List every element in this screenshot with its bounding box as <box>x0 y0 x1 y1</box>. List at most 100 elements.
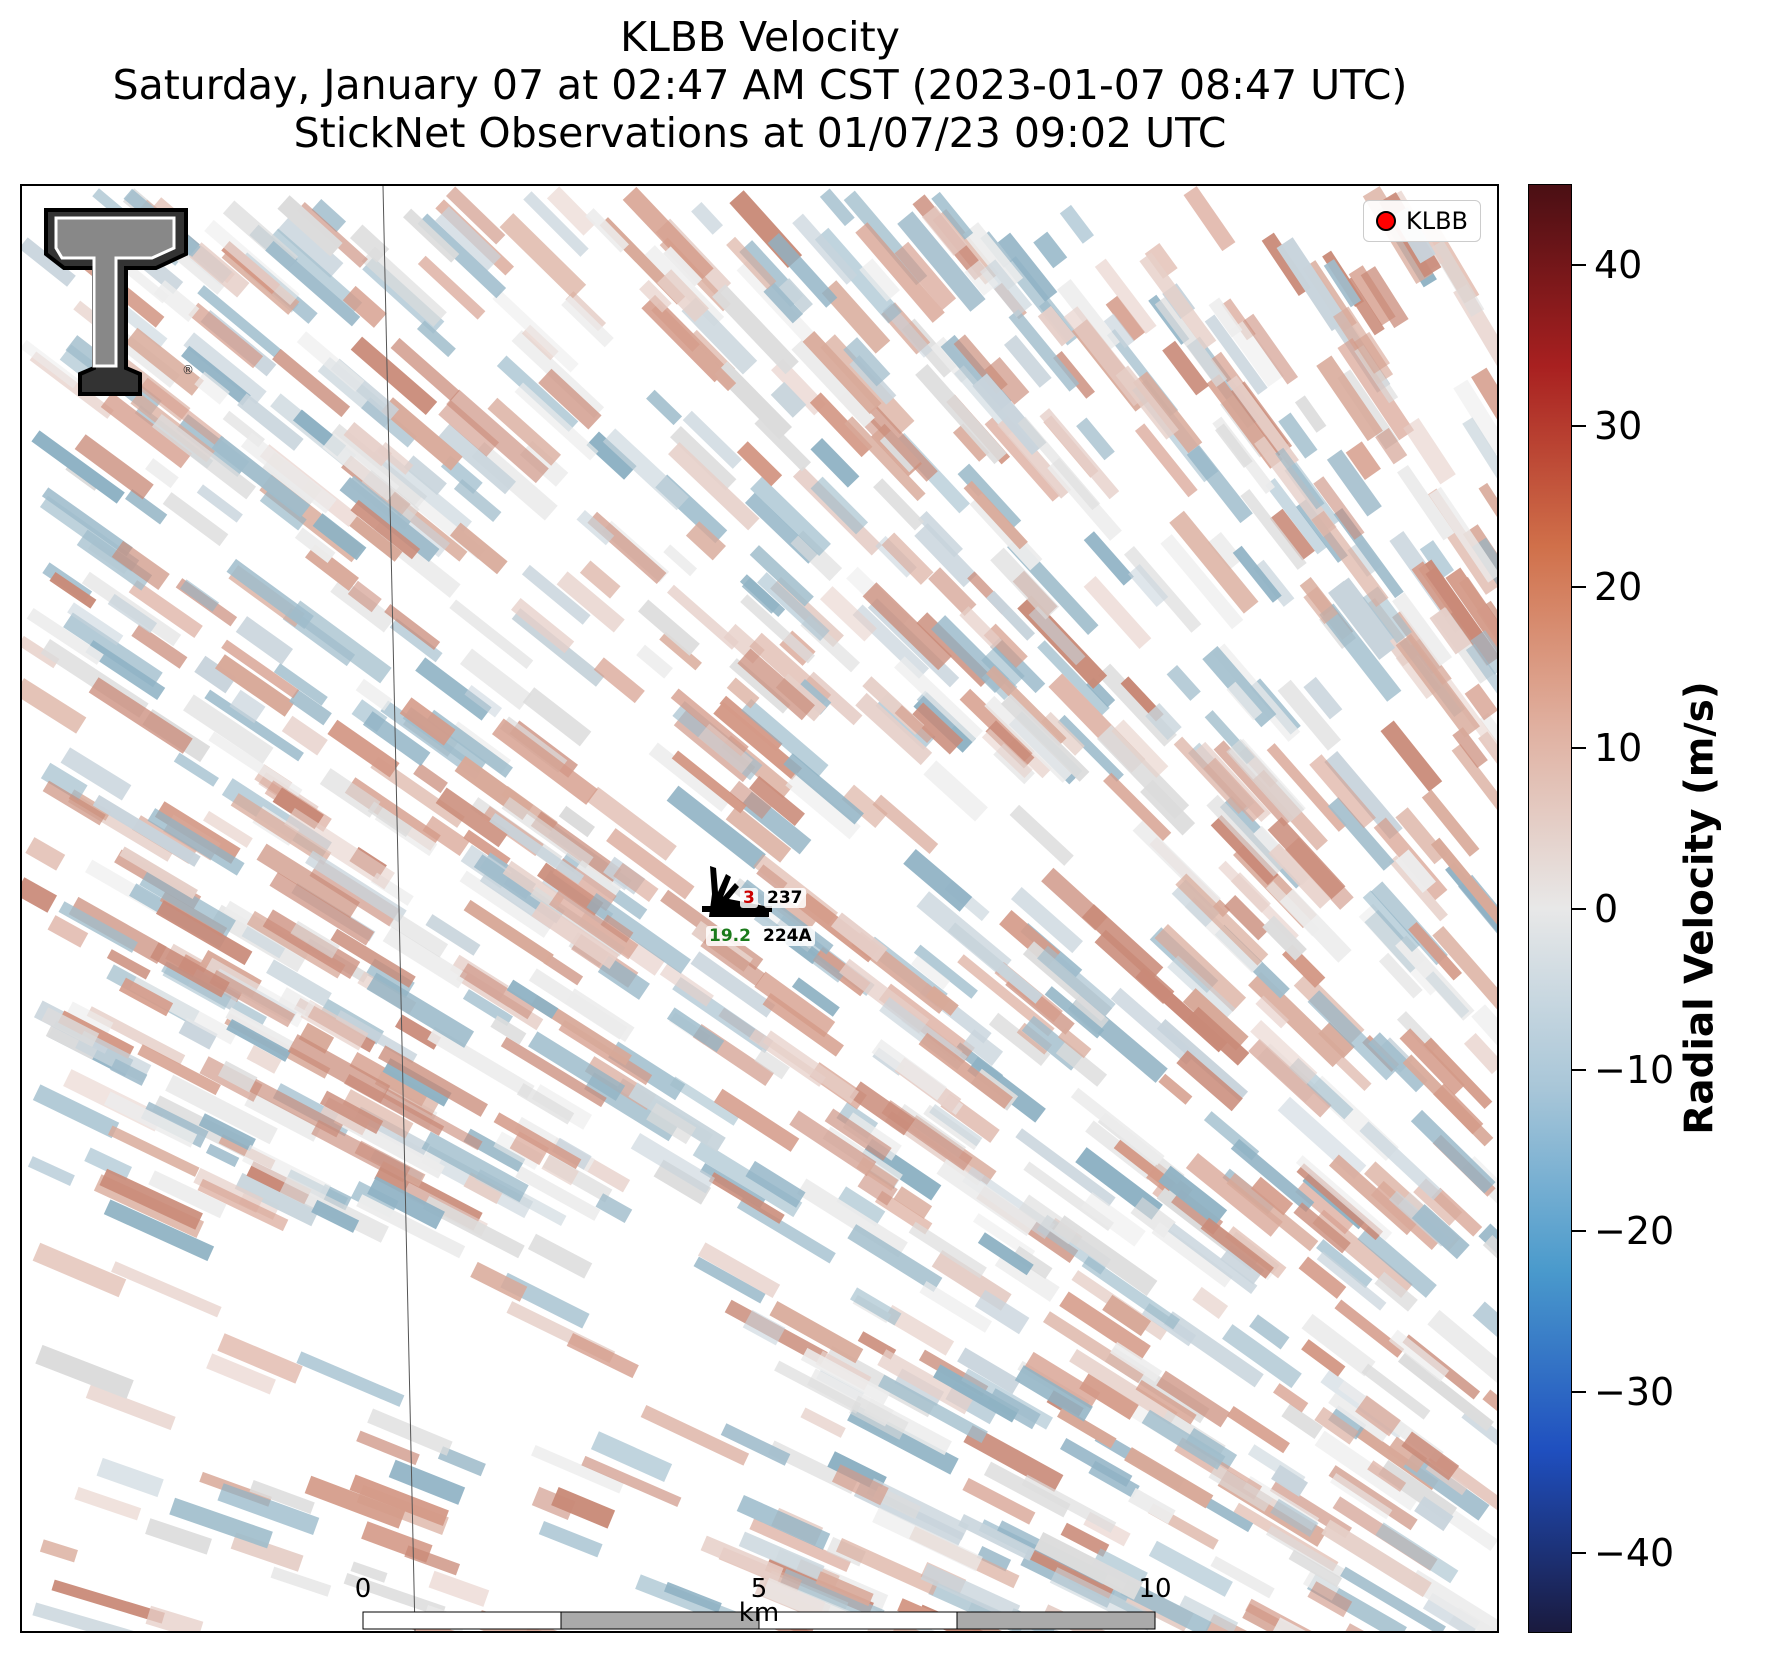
velocity-bin <box>648 742 731 812</box>
velocity-bin <box>984 417 1061 502</box>
velocity-bin <box>1102 1294 1152 1337</box>
velocity-bin <box>350 1561 388 1583</box>
velocity-bin <box>145 458 179 489</box>
velocity-bin <box>997 416 1072 499</box>
velocity-bin <box>663 544 698 577</box>
radar-map[interactable]: ® KLBB 3 237 19.2 224A 0 5 10 km <box>20 184 1499 1633</box>
velocity-bin <box>311 1119 411 1183</box>
velocity-bin <box>1374 1271 1418 1312</box>
velocity-bin <box>1452 727 1488 769</box>
velocity-bin <box>111 540 170 591</box>
velocity-bin <box>1268 843 1331 909</box>
velocity-bin <box>1230 872 1271 913</box>
velocity-bin <box>1033 231 1068 269</box>
velocity-bin <box>595 1193 633 1224</box>
velocity-bin <box>920 1563 1021 1622</box>
velocity-bin <box>296 1351 405 1407</box>
velocity-bin <box>1044 986 1105 1039</box>
velocity-bin <box>522 687 592 747</box>
velocity-bin <box>1156 1370 1231 1428</box>
velocity-bin <box>976 1546 1012 1572</box>
velocity-bin <box>1226 1173 1319 1252</box>
title-line-3: StickNet Observations at 01/07/23 09:02 … <box>293 109 1227 157</box>
velocity-bin <box>738 1531 825 1581</box>
velocity-bin <box>463 1172 505 1205</box>
velocity-bin <box>1453 379 1497 456</box>
velocity-bin <box>646 1102 697 1145</box>
velocity-bin <box>981 646 1025 691</box>
legend: KLBB <box>1362 200 1481 242</box>
colorbar-tick-label: 0 <box>1594 886 1619 931</box>
velocity-bin <box>217 1333 303 1384</box>
velocity-bin <box>713 1088 800 1152</box>
velocity-bin <box>1429 607 1471 655</box>
velocity-bin <box>1465 643 1497 707</box>
velocity-bin <box>347 580 382 613</box>
velocity-bin <box>74 1486 142 1521</box>
velocity-bin <box>1340 1566 1446 1631</box>
velocity-bin <box>1203 757 1265 823</box>
velocity-bin <box>92 794 201 867</box>
velocity-bin <box>217 1483 320 1536</box>
velocity-bin <box>367 1176 445 1230</box>
velocity-bin <box>1057 279 1120 353</box>
velocity-bin <box>241 923 288 959</box>
velocity-bin <box>873 478 925 531</box>
velocity-bin <box>311 199 347 233</box>
velocity-bin <box>194 371 230 405</box>
velocity-bin <box>422 815 470 857</box>
velocity-bin <box>41 487 133 557</box>
colorbar-tick-label: −30 <box>1594 1369 1675 1414</box>
velocity-bin <box>871 1039 947 1101</box>
velocity-bin <box>802 330 882 415</box>
velocity-bin <box>1213 740 1294 827</box>
velocity-bin <box>1200 1217 1274 1279</box>
velocity-bin <box>1298 1256 1347 1299</box>
velocity-bin <box>1313 476 1365 540</box>
velocity-bin <box>1057 1027 1092 1059</box>
velocity-bin <box>31 430 125 504</box>
velocity-bin <box>311 1199 360 1233</box>
velocity-bin <box>916 690 959 731</box>
velocity-bin <box>791 339 875 428</box>
velocity-bin <box>229 689 266 724</box>
velocity-bin <box>1067 995 1109 1035</box>
velocity-bin <box>820 334 915 435</box>
velocity-bin <box>205 1143 240 1168</box>
velocity-bin <box>630 1132 716 1194</box>
velocity-bin <box>736 1197 836 1264</box>
velocity-bin <box>792 213 858 285</box>
velocity-bin <box>1115 365 1179 440</box>
velocity-bin <box>671 750 747 814</box>
velocity-bin <box>403 455 447 496</box>
velocity-bin <box>847 1224 943 1292</box>
radar-site-marker-icon <box>1375 211 1396 231</box>
velocity-bin <box>235 616 294 665</box>
velocity-bin <box>22 339 80 389</box>
velocity-bin <box>1301 1313 1376 1377</box>
velocity-bin <box>1185 1153 1283 1237</box>
velocity-bin <box>1053 350 1095 399</box>
velocity-bin <box>697 1242 781 1299</box>
velocity-bin <box>1328 1154 1417 1236</box>
velocity-bin <box>449 522 508 575</box>
velocity-bin <box>1324 751 1403 840</box>
velocity-bin <box>305 850 407 923</box>
velocity-bin <box>428 1570 490 1607</box>
velocity-bin <box>1186 444 1253 524</box>
velocity-bin <box>1463 1032 1497 1075</box>
velocity-bin <box>990 547 1060 620</box>
velocity-bin <box>32 1084 120 1139</box>
velocity-bin <box>35 1344 134 1399</box>
velocity-bin <box>669 1076 739 1126</box>
velocity-bin <box>749 1518 852 1572</box>
velocity-bin <box>88 677 193 754</box>
velocity-bin <box>1367 1460 1407 1492</box>
velocity-bin <box>841 784 888 829</box>
velocity-bin <box>1319 603 1402 702</box>
velocity-bin <box>1160 534 1244 630</box>
velocity-bin <box>1329 1473 1393 1520</box>
velocity-bin <box>1328 580 1396 660</box>
velocity-bin <box>1176 1050 1243 1112</box>
velocity-bin <box>173 248 226 295</box>
